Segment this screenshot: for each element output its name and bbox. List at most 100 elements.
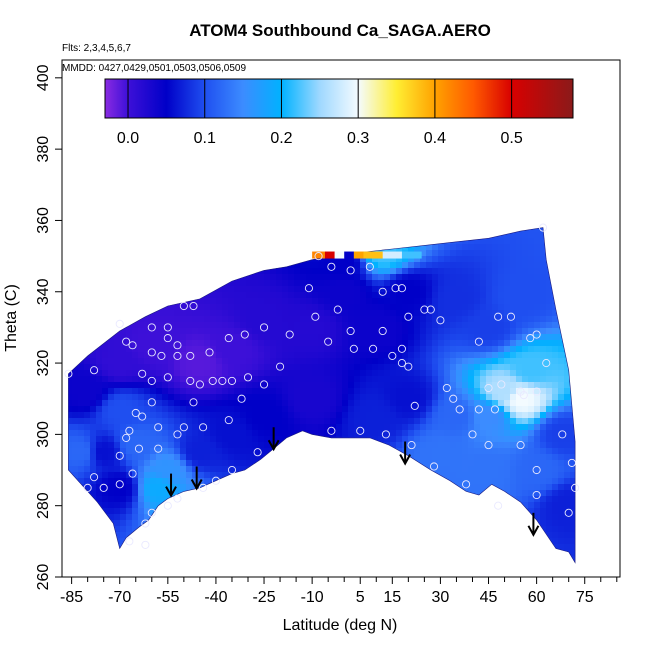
heatmap-cell — [414, 232, 421, 239]
heatmap-cell — [90, 328, 97, 335]
heatmap-cell — [162, 478, 169, 485]
heatmap-cell — [342, 514, 349, 521]
heatmap-cell — [558, 292, 565, 299]
heatmap-cell — [546, 490, 553, 497]
heatmap-cell — [426, 526, 433, 533]
heatmap-cell — [150, 544, 157, 551]
heatmap-cell — [192, 232, 199, 239]
heatmap-cell — [102, 316, 109, 323]
heatmap-cell — [102, 370, 109, 377]
heatmap-cell — [138, 412, 145, 419]
heatmap-cell — [270, 232, 277, 239]
heatmap-cell — [330, 526, 337, 533]
heatmap-cell — [432, 298, 439, 305]
heatmap-cell — [132, 232, 139, 239]
heatmap-cell — [90, 316, 97, 323]
heatmap-cell — [336, 220, 343, 227]
heatmap-cell — [246, 370, 253, 377]
heatmap-cell — [90, 232, 97, 239]
heatmap-cell — [264, 388, 271, 395]
heatmap-field — [68, 220, 576, 563]
heatmap-cell — [390, 400, 397, 407]
heatmap-cell — [264, 442, 271, 449]
heatmap-cell — [432, 346, 439, 353]
heatmap-cell — [570, 238, 576, 245]
heatmap-cell — [414, 334, 421, 341]
heatmap-cell — [504, 424, 511, 431]
heatmap-cell — [84, 274, 91, 281]
heatmap-cell — [456, 490, 463, 497]
heatmap-cell — [78, 232, 85, 239]
heatmap-cell — [552, 454, 559, 461]
heatmap-cell — [144, 280, 151, 287]
heatmap-cell — [186, 448, 193, 455]
heatmap-cell — [402, 322, 409, 329]
heatmap-cell — [474, 520, 481, 527]
heatmap-cell — [342, 520, 349, 527]
heatmap-cell — [360, 322, 367, 329]
heatmap-cell — [180, 406, 187, 413]
heatmap-cell — [240, 532, 247, 539]
heatmap-cell — [90, 238, 97, 245]
heatmap-cell — [570, 526, 576, 533]
heatmap-cell — [330, 298, 337, 305]
heatmap-cell — [516, 304, 523, 311]
heatmap-cell — [84, 346, 91, 353]
heatmap-cell — [462, 232, 469, 239]
heatmap-cell — [90, 472, 97, 479]
heatmap-cell — [210, 346, 217, 353]
heatmap-cell — [450, 502, 457, 509]
heatmap-cell — [348, 400, 355, 407]
heatmap-cell — [150, 280, 157, 287]
heatmap-cell — [294, 514, 301, 521]
heatmap-cell — [330, 496, 337, 503]
heatmap-cell — [516, 418, 523, 425]
heatmap-cell — [546, 256, 553, 263]
heatmap-cell — [348, 262, 355, 269]
heatmap-cell — [516, 400, 523, 407]
heatmap-cell — [426, 322, 433, 329]
heatmap-cell — [438, 370, 445, 377]
heatmap-cell — [396, 400, 403, 407]
heatmap-cell — [312, 436, 319, 443]
heatmap-cell — [126, 514, 133, 521]
heatmap-cell — [354, 496, 361, 503]
heatmap-cell — [156, 388, 163, 395]
heatmap-cell — [234, 334, 241, 341]
heatmap-cell — [144, 550, 151, 557]
heatmap-cell — [504, 370, 511, 377]
heatmap-cell — [486, 436, 493, 443]
heatmap-cell — [402, 262, 409, 269]
heatmap-cell — [138, 358, 145, 365]
heatmap-cell — [114, 370, 121, 377]
heatmap-cell — [462, 424, 469, 431]
heatmap-cell — [276, 484, 283, 491]
heatmap-cell — [78, 526, 85, 533]
heatmap-cell — [540, 466, 547, 473]
heatmap-cell — [480, 358, 487, 365]
heatmap-cell — [306, 526, 313, 533]
heatmap-cell — [132, 472, 139, 479]
heatmap-cell — [264, 550, 271, 557]
heatmap-cell — [378, 376, 385, 383]
heatmap-cell — [474, 532, 481, 539]
heatmap-cell — [504, 328, 511, 335]
heatmap-cell — [348, 334, 355, 341]
heatmap-cell — [414, 280, 421, 287]
heatmap-cell — [360, 436, 367, 443]
heatmap-cell — [378, 532, 385, 539]
heatmap-cell — [264, 394, 271, 401]
heatmap-cell — [114, 472, 121, 479]
heatmap-cell — [366, 286, 373, 293]
heatmap-cell — [84, 454, 91, 461]
heatmap-cell — [210, 454, 217, 461]
heatmap-cell — [546, 244, 553, 251]
observation-point — [154, 423, 163, 432]
heatmap-cell — [408, 526, 415, 533]
heatmap-cell — [306, 508, 313, 515]
heatmap-cell — [114, 244, 121, 251]
heatmap-cell — [390, 520, 397, 527]
heatmap-cell — [492, 388, 499, 395]
heatmap-cell — [348, 556, 355, 563]
heatmap-cell — [336, 364, 343, 371]
